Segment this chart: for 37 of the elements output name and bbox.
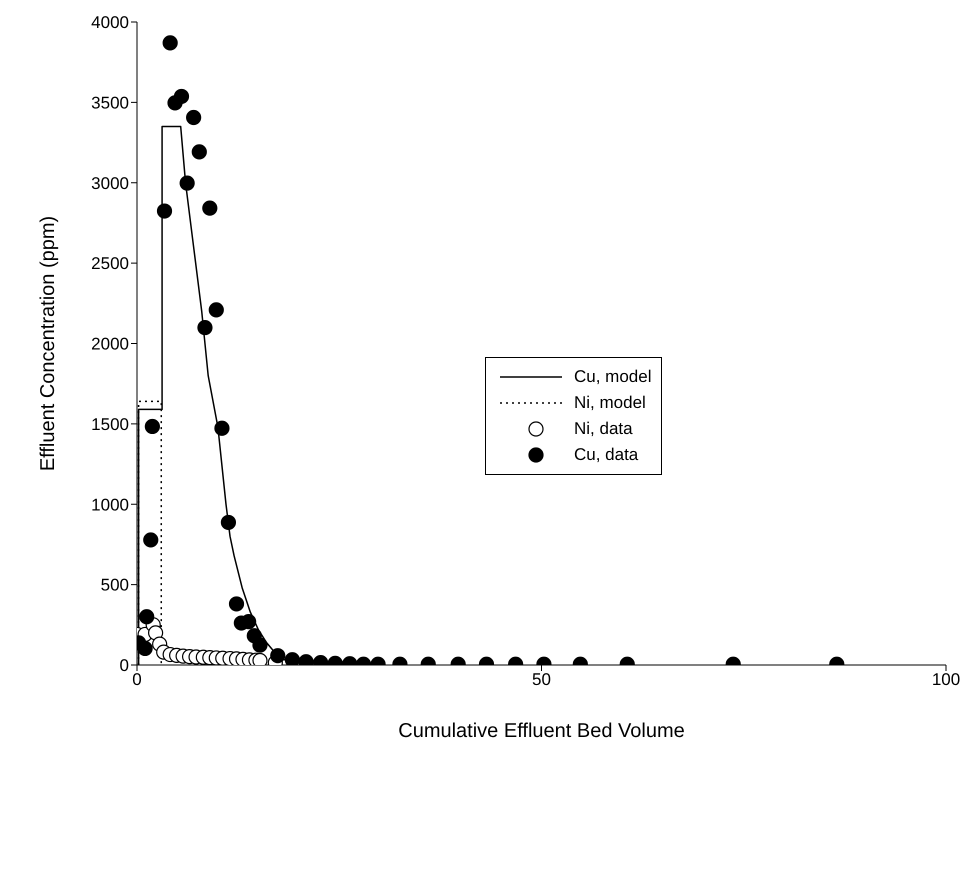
point <box>139 609 154 624</box>
legend-label: Ni, model <box>574 393 646 413</box>
y-tick-label: 0 <box>120 656 129 676</box>
point <box>252 637 268 653</box>
point <box>143 532 158 548</box>
legend-label: Ni, data <box>574 419 633 439</box>
point <box>284 652 300 665</box>
point <box>197 320 213 336</box>
point <box>180 175 195 191</box>
y-tick-label: 2000 <box>91 334 129 354</box>
point <box>208 302 224 318</box>
x-tick-label: 100 <box>932 670 960 690</box>
point <box>137 640 153 656</box>
y-tick-label: 500 <box>100 576 129 595</box>
y-tick-label: 3000 <box>91 174 129 193</box>
point <box>270 648 286 664</box>
point <box>220 514 236 530</box>
y-tick-label: 2500 <box>91 254 129 274</box>
y-tick-label: 1500 <box>91 414 129 434</box>
legend-label: Cu, model <box>574 367 652 387</box>
y-axis-title: Effluent Concentration (ppm) <box>37 216 60 472</box>
point <box>202 200 218 216</box>
point <box>144 418 160 434</box>
y-tick-label: 4000 <box>91 13 129 32</box>
point <box>214 420 230 436</box>
point <box>228 596 244 612</box>
point <box>162 35 178 50</box>
y-tick-label: 1000 <box>91 495 129 514</box>
legend-label: Cu, data <box>574 445 638 465</box>
x-tick-label: 0 <box>132 670 142 690</box>
point <box>174 88 190 104</box>
x-axis-title: Cumulative Effluent Bed Volume <box>398 720 685 742</box>
point <box>192 144 207 160</box>
x-tick-label: 50 <box>532 670 551 690</box>
y-tick-label: 3500 <box>91 93 129 112</box>
point <box>186 110 202 126</box>
point <box>156 203 172 219</box>
